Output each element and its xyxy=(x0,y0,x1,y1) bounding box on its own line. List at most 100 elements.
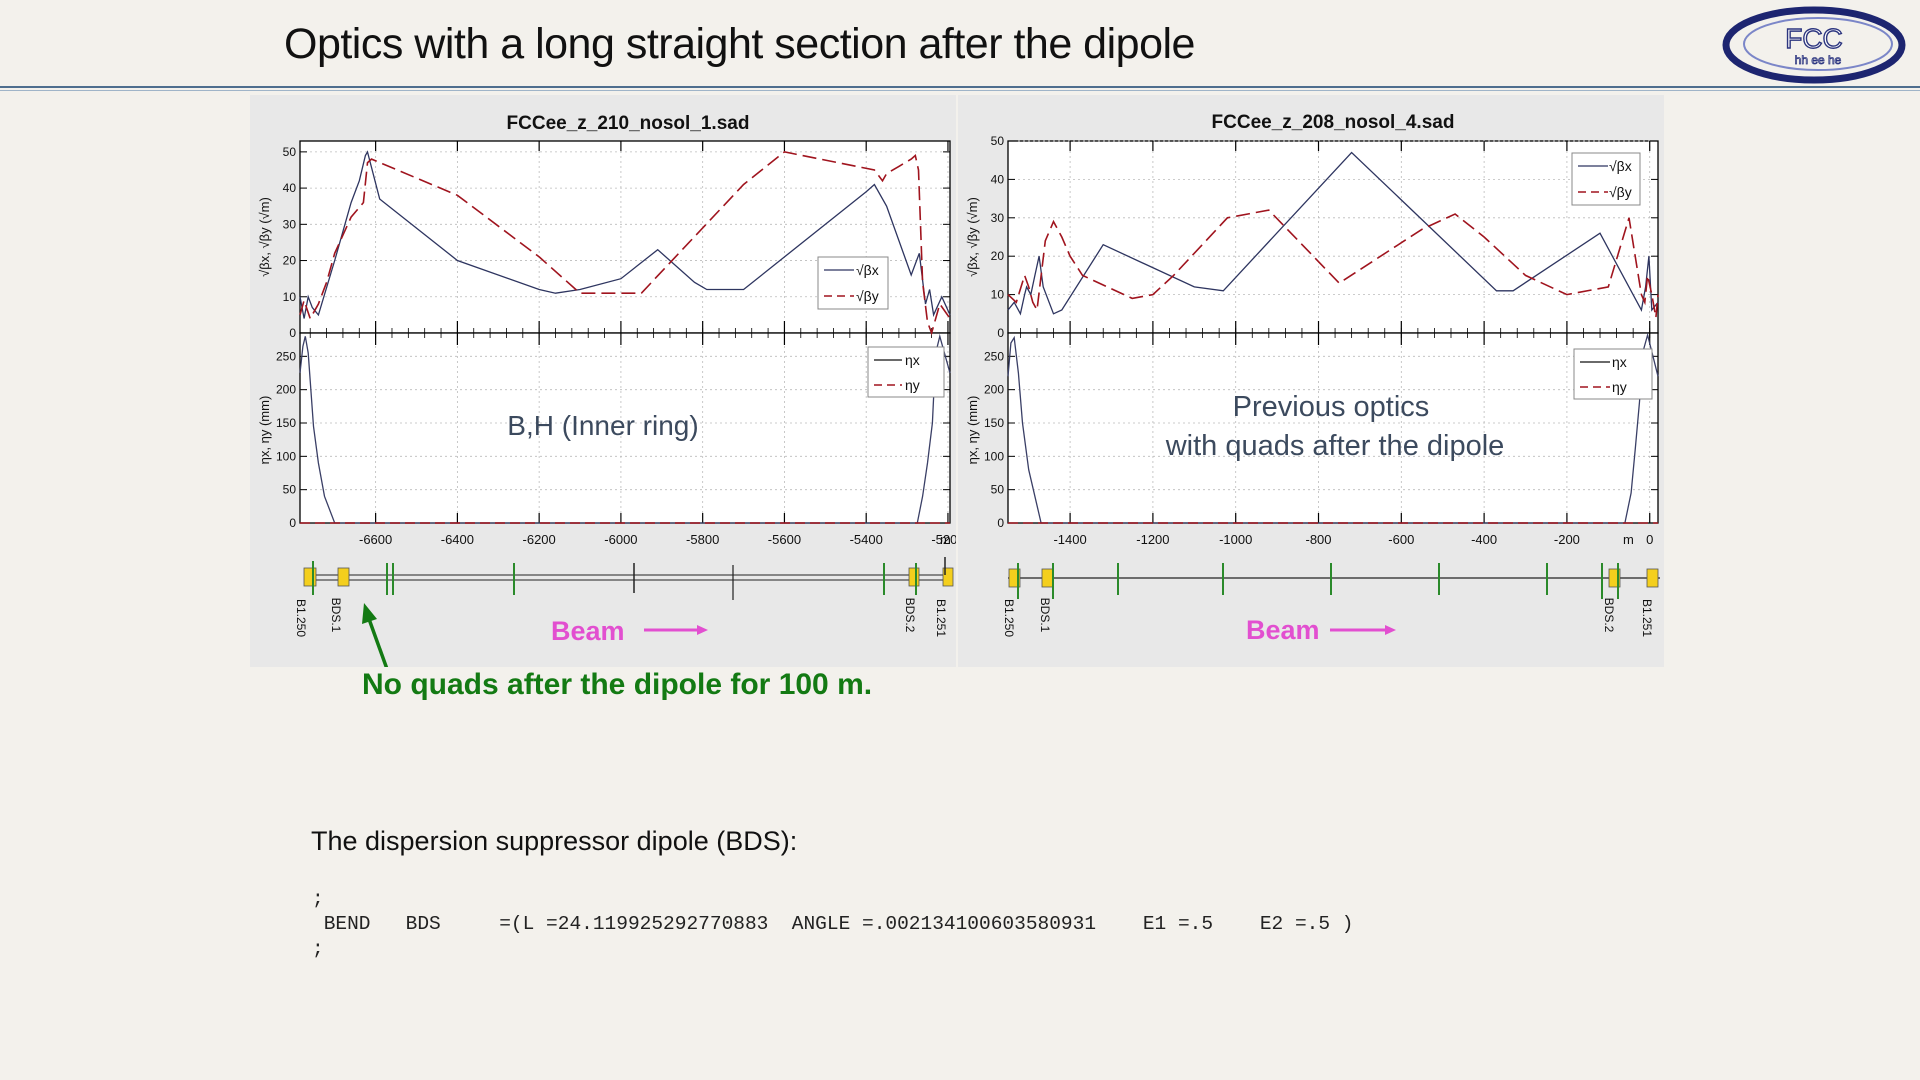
eta-legend-label-y: ηy xyxy=(905,377,920,393)
eta-y-tick-label: 250 xyxy=(276,349,296,363)
dipole-magnet xyxy=(1008,568,1021,588)
optics-plot-right-svg: FCCee_z_208_nosol_4.sad 0 10 20 30 40 50 0 50 10… xyxy=(965,112,1660,645)
plot-note-line: Previous optics xyxy=(1233,391,1430,423)
element-label: BDS.2 xyxy=(903,598,917,633)
eta-y-axis-label: ηx, ηy (mm) xyxy=(257,396,272,465)
eta-y-axis-label: ηx, ηy (mm) xyxy=(965,396,980,465)
beta-y-tick-label: 50 xyxy=(991,134,1005,148)
beta-legend-box xyxy=(1571,152,1641,206)
x-tick-label: -1000 xyxy=(1219,532,1252,547)
eta-y-tick-label: 200 xyxy=(984,383,1004,397)
logo-subtext: hh ee he xyxy=(1795,53,1842,67)
beam-label: Beam xyxy=(551,616,625,646)
eta-y-tick-label: 0 xyxy=(997,516,1004,530)
dipole-magnet xyxy=(942,567,954,587)
eta-y-tick-label: 200 xyxy=(276,383,296,397)
eta-legend: ηx ηy xyxy=(867,346,945,398)
eta-y-tick-label: 0 xyxy=(289,516,296,530)
lattice-row: B1.250 BDS.1 BDS.2 B1.251 Beam xyxy=(294,557,954,670)
beam-arrow-head xyxy=(1385,625,1396,635)
beta-by-line xyxy=(299,151,951,336)
beta-bx-line xyxy=(299,150,951,319)
dipole-magnet xyxy=(1646,568,1659,588)
ticks: 0 10 20 30 40 50 0 50 100 150 200 250 -1400 -1200 -100… xyxy=(984,134,1658,547)
beta-y-tick-label: 0 xyxy=(997,326,1004,340)
eta-y-tick-label: 250 xyxy=(984,349,1004,363)
x-tick-label: -800 xyxy=(1305,532,1331,547)
fcc-logo: FCC hh ee he xyxy=(1722,6,1906,84)
eta-y-tick-label: 150 xyxy=(276,416,296,430)
beta-plot-area xyxy=(1007,140,1659,334)
beta-by-line xyxy=(1007,209,1659,318)
bds-caption: The dispersion suppressor dipole (BDS): xyxy=(311,826,798,856)
code-line: BEND BDS =(L =24.119925292770883 ANGLE =… xyxy=(312,913,1354,935)
eta-y-tick-label: 50 xyxy=(283,483,297,497)
x-tick-label: 0 xyxy=(1646,532,1653,547)
beta-y-axis-label: √βx, √βy (√m) xyxy=(257,197,272,277)
eta-plot-area xyxy=(1007,332,1659,524)
x-tick-label: -5800 xyxy=(686,532,719,547)
plot-note-line: B,H (Inner ring) xyxy=(507,410,698,441)
beta-y-tick-label: 50 xyxy=(283,145,297,159)
x-tick-label: -1200 xyxy=(1136,532,1169,547)
x-unit-label: m xyxy=(1623,532,1634,547)
dipole-magnet xyxy=(337,567,350,587)
beam-label: Beam xyxy=(1246,615,1320,645)
beta-y-tick-label: 40 xyxy=(283,181,297,195)
dipole-magnet xyxy=(1041,568,1054,588)
x-tick-label: -1400 xyxy=(1053,532,1086,547)
beta-legend-box xyxy=(817,256,889,310)
element-label: BDS.1 xyxy=(1038,598,1052,633)
plot-note: B,H (Inner ring) xyxy=(507,410,698,441)
optics-plot-left: FCCee_z_210_nosol_1.sad 0 10 20 30 40 50 0 50 10… xyxy=(250,95,965,670)
x-tick-label: -600 xyxy=(1388,532,1414,547)
eta-legend: ηx ηy xyxy=(1573,348,1653,400)
beta-y-tick-label: 0 xyxy=(289,326,296,340)
beta-y-tick-label: 20 xyxy=(283,254,297,268)
plot-title: FCCee_z_210_nosol_1.sad xyxy=(507,113,750,134)
header-rule xyxy=(0,86,1920,88)
beta-y-tick-label: 30 xyxy=(991,211,1005,225)
logo-ring-inner xyxy=(1743,17,1893,71)
x-tick-label: -200 xyxy=(1554,532,1580,547)
eta-legend-label-x: ηx xyxy=(1612,354,1627,370)
element-label: B1.251 xyxy=(1640,599,1654,637)
beta-y-axis-label: √βx, √βy (√m) xyxy=(965,197,980,277)
beta-legend-label-x: √βx xyxy=(1609,158,1632,174)
eta-y-tick-label: 50 xyxy=(991,483,1005,497)
dipole-magnet xyxy=(908,567,920,587)
x-tick-label: -6600 xyxy=(359,532,392,547)
eta-legend-label-y: ηy xyxy=(1612,379,1627,395)
logo-text: FCC xyxy=(1785,23,1843,54)
annotation-arrow-head xyxy=(362,603,377,624)
plot-note: Previous optics with quads after the dip… xyxy=(1165,391,1505,462)
element-label: BDS.2 xyxy=(1602,598,1616,633)
element-label: B1.251 xyxy=(934,599,948,637)
eta-y-tick-label: 100 xyxy=(984,449,1004,463)
slide-title: Optics with a long straight section afte… xyxy=(284,20,1195,68)
optics-plot-right: FCCee_z_208_nosol_4.sad 0 10 20 30 40 50 0 50 10… xyxy=(958,95,1664,667)
eta-legend-label-x: ηx xyxy=(905,352,920,368)
element-label: BDS.1 xyxy=(329,598,343,633)
element-label: B1.250 xyxy=(294,599,308,637)
beta-legend-label-y: √βy xyxy=(1609,184,1632,200)
element-label: B1.250 xyxy=(1002,599,1016,637)
annotation-arrow xyxy=(367,618,389,670)
code-line: ; xyxy=(312,888,324,910)
x-tick-label: -5400 xyxy=(850,532,883,547)
beta-legend: √βx √βy xyxy=(817,256,889,310)
plot-title: FCCee_z_208_nosol_4.sad xyxy=(1212,112,1455,133)
quad-annotation: No quads after the dipole for 100 m. xyxy=(362,668,873,701)
code-line: ; xyxy=(312,938,324,960)
beta-bx-line xyxy=(1007,151,1659,316)
beta-y-tick-label: 40 xyxy=(991,172,1005,186)
eta-legend-box xyxy=(1573,348,1653,400)
eta-y-tick-label: 150 xyxy=(984,416,1004,430)
x-tick-label: -6400 xyxy=(441,532,474,547)
eta-y-tick-label: 100 xyxy=(276,449,296,463)
eta-legend-box xyxy=(867,346,945,398)
beta-y-tick-label: 10 xyxy=(991,288,1005,302)
dipole-magnet xyxy=(303,567,317,587)
x-tick-label: -6200 xyxy=(523,532,556,547)
header-rule-thin xyxy=(0,90,1920,91)
